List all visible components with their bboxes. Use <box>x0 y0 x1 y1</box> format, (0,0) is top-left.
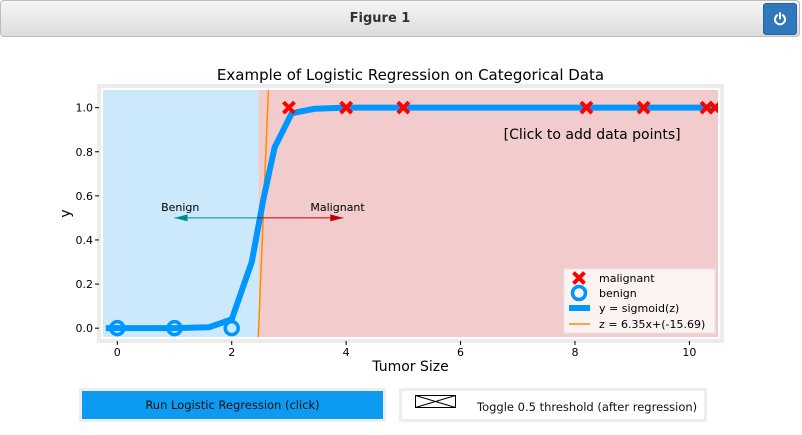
chart-title: Example of Logistic Regression on Catego… <box>217 66 604 84</box>
malignant-point-stroke-b <box>282 100 296 115</box>
malignant-point <box>636 100 651 115</box>
x-tick-label: 8 <box>571 346 578 359</box>
legend-malignant-marker <box>572 271 586 285</box>
close-button[interactable] <box>763 3 797 35</box>
malignant-point <box>708 100 718 115</box>
malignant-point <box>282 100 296 115</box>
x-tick-label: 4 <box>343 346 350 359</box>
legend-malignant-marker-stroke-b <box>572 271 586 285</box>
toggle-threshold-button[interactable]: Toggle 0.5 threshold (after regression) <box>399 388 707 422</box>
malignant-point-stroke-b <box>339 100 354 115</box>
y-tick-label: 0.4 <box>76 234 94 247</box>
y-tick-label: 0.6 <box>76 190 94 203</box>
x-tick-label: 6 <box>457 346 464 359</box>
legend-benign-marker <box>570 284 588 302</box>
axes-frame <box>97 84 724 343</box>
threshold-checkbox-icon[interactable] <box>415 395 456 408</box>
legend-label: z = 6.35x+(-15.69) <box>599 318 705 331</box>
window-titlebar: Figure 1 <box>0 0 800 37</box>
annotation-arrowhead-1 <box>174 214 188 222</box>
malignant-point <box>339 100 354 115</box>
y-tick-label: 0.0 <box>76 322 94 335</box>
y-tick-label: 0.2 <box>76 278 94 291</box>
power-icon <box>774 12 786 26</box>
malignant-point <box>396 100 411 115</box>
benign-point <box>223 319 240 337</box>
run-regression-button[interactable]: Run Logistic Regression (click) <box>79 388 386 422</box>
y-axis-label: y <box>58 209 74 217</box>
malignant-point <box>579 100 594 115</box>
click-to-add-annotation: [Click to add data points] <box>504 127 681 143</box>
annotation-arrowhead-2 <box>330 214 344 222</box>
legend-label: benign <box>599 287 637 300</box>
benign-annotation: Benign <box>161 201 199 214</box>
malignant-point-stroke-b <box>636 100 651 115</box>
window-title: Figure 1 <box>349 11 411 26</box>
y-tick-label: 1.0 <box>76 102 94 115</box>
y-tick-label: 0.8 <box>76 146 94 159</box>
x-tick-label: 2 <box>228 346 235 359</box>
malignant-point-stroke-b <box>579 100 594 115</box>
malignant-annotation: Malignant <box>310 201 365 214</box>
benign-region <box>103 90 259 337</box>
malignant-point-stroke-b <box>708 101 718 115</box>
logistic-regression-chart[interactable]: [Click to add data points] Benign Malignan… <box>0 37 802 382</box>
x-tick-label: 0 <box>114 346 121 359</box>
legend-label: y = sigmoid(z) <box>599 302 679 315</box>
toggle-threshold-label: Toggle 0.5 threshold (after regression) <box>477 400 698 414</box>
benign-point <box>109 319 126 337</box>
legend-box <box>563 268 716 334</box>
benign-point <box>166 319 183 337</box>
run-regression-label: Run Logistic Regression (click) <box>82 391 383 419</box>
malignant-point-stroke-b <box>396 100 411 115</box>
legend-label: malignant <box>599 272 655 285</box>
x-axis-label: Tumor Size <box>371 359 448 375</box>
x-tick-label: 10 <box>682 346 696 359</box>
